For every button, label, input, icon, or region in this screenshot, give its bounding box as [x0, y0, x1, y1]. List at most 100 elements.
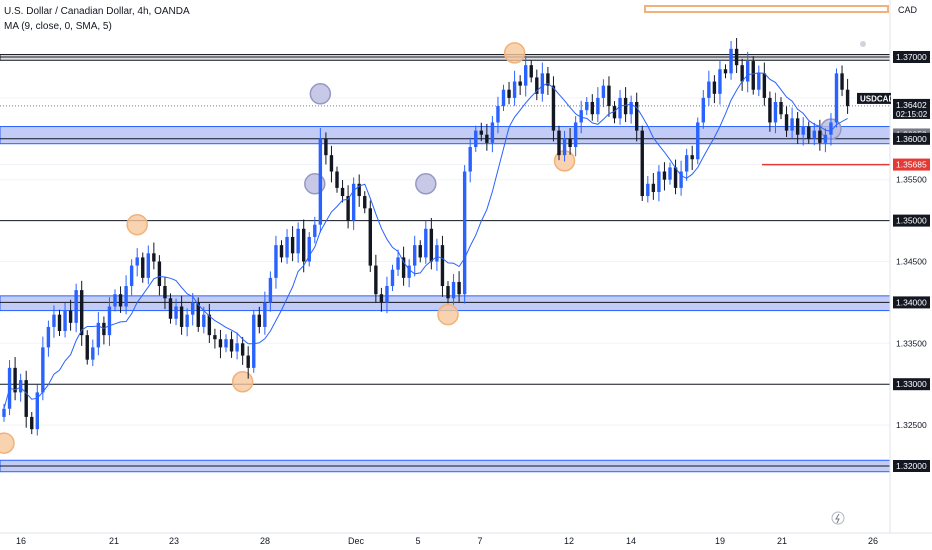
candle-body	[612, 106, 617, 119]
candle-body	[218, 339, 223, 348]
price-label-bg	[893, 132, 930, 145]
candle	[779, 97, 783, 120]
candle-body	[46, 326, 51, 348]
candle	[157, 255, 162, 296]
candle	[740, 58, 744, 91]
price-label-bg	[893, 214, 930, 227]
candle-body	[335, 171, 339, 188]
candle-body	[346, 196, 350, 221]
candle-body	[679, 171, 683, 188]
candle-body	[240, 343, 245, 356]
candle	[296, 222, 300, 263]
chart-legend: U.S. Dollar / Canadian Dollar, 4h, OANDA…	[4, 4, 190, 34]
candle	[2, 403, 6, 422]
indicator-label[interactable]: MA (9, close, 0, SMA, 5)	[4, 21, 112, 32]
candle-body	[102, 322, 106, 336]
candle	[435, 238, 439, 271]
candle-body	[462, 171, 467, 295]
candle-body	[429, 228, 434, 262]
candle	[179, 295, 184, 335]
candle	[679, 160, 683, 196]
candle-body	[118, 294, 123, 307]
candle-body	[468, 146, 472, 172]
candle	[35, 384, 39, 436]
candle-body	[113, 294, 117, 307]
candle-body	[579, 110, 583, 123]
candle	[501, 84, 506, 111]
candle-body	[823, 134, 828, 143]
candle	[30, 412, 34, 435]
candle-body	[457, 281, 461, 295]
candle-body	[646, 183, 650, 197]
candle	[329, 145, 334, 183]
candle-body	[662, 171, 667, 180]
grid	[0, 56, 890, 467]
candle-body	[63, 310, 67, 332]
price-label: 1.32000	[896, 461, 927, 471]
candle-body	[757, 73, 761, 90]
candle-body	[818, 130, 822, 143]
highlight-circle	[309, 83, 332, 105]
horizontal-levels	[0, 56, 890, 467]
candle-body	[512, 81, 517, 98]
candle-body	[357, 183, 361, 197]
candle-body	[290, 236, 295, 254]
time-tick-label: 14	[626, 536, 636, 546]
candle	[357, 174, 361, 207]
candle	[191, 293, 195, 326]
candle-body	[263, 302, 267, 327]
candle-body	[351, 183, 356, 221]
candle	[407, 259, 411, 288]
candle	[684, 148, 689, 181]
candle-body	[834, 73, 839, 123]
ticker-label: USDCAD	[860, 94, 894, 103]
candle	[46, 320, 51, 357]
candle-body	[2, 408, 6, 417]
candle-body	[773, 101, 778, 123]
candle	[757, 65, 761, 97]
candle-body	[196, 302, 200, 327]
candle-body	[152, 253, 156, 262]
candle	[302, 219, 306, 273]
candle-body	[518, 81, 522, 86]
candle	[257, 306, 261, 334]
candle-body	[829, 122, 833, 135]
candle	[240, 336, 245, 365]
highlight-circle	[126, 213, 148, 236]
candle-body	[684, 155, 689, 172]
candle	[729, 40, 733, 80]
candle-body	[623, 97, 628, 115]
price-label-bg	[893, 378, 930, 391]
candle	[351, 177, 356, 230]
candle-body	[157, 261, 162, 287]
candle-body	[229, 339, 234, 352]
candle-body	[535, 77, 539, 94]
symbol-title[interactable]: U.S. Dollar / Canadian Dollar, 4h, OANDA	[4, 6, 190, 17]
candle	[263, 291, 267, 335]
candle	[568, 128, 572, 155]
candle	[7, 359, 12, 416]
candle	[529, 60, 533, 83]
candle	[196, 297, 200, 332]
candle	[307, 232, 311, 267]
candle-body	[601, 85, 606, 98]
candle-body	[302, 228, 306, 262]
candle-body	[318, 138, 323, 225]
candle-body	[307, 236, 311, 262]
candle-body	[807, 126, 811, 139]
candle	[85, 330, 89, 365]
candle-body	[762, 73, 767, 98]
candle	[424, 220, 428, 264]
candle	[274, 235, 278, 289]
highlight-circle	[231, 370, 254, 393]
candle-body	[285, 236, 289, 258]
candle-body	[68, 310, 73, 323]
candle	[418, 240, 422, 263]
candle	[512, 70, 517, 106]
candle	[829, 113, 833, 146]
candle-body	[635, 101, 639, 131]
lightning-icon	[831, 511, 845, 525]
candle	[773, 92, 778, 134]
